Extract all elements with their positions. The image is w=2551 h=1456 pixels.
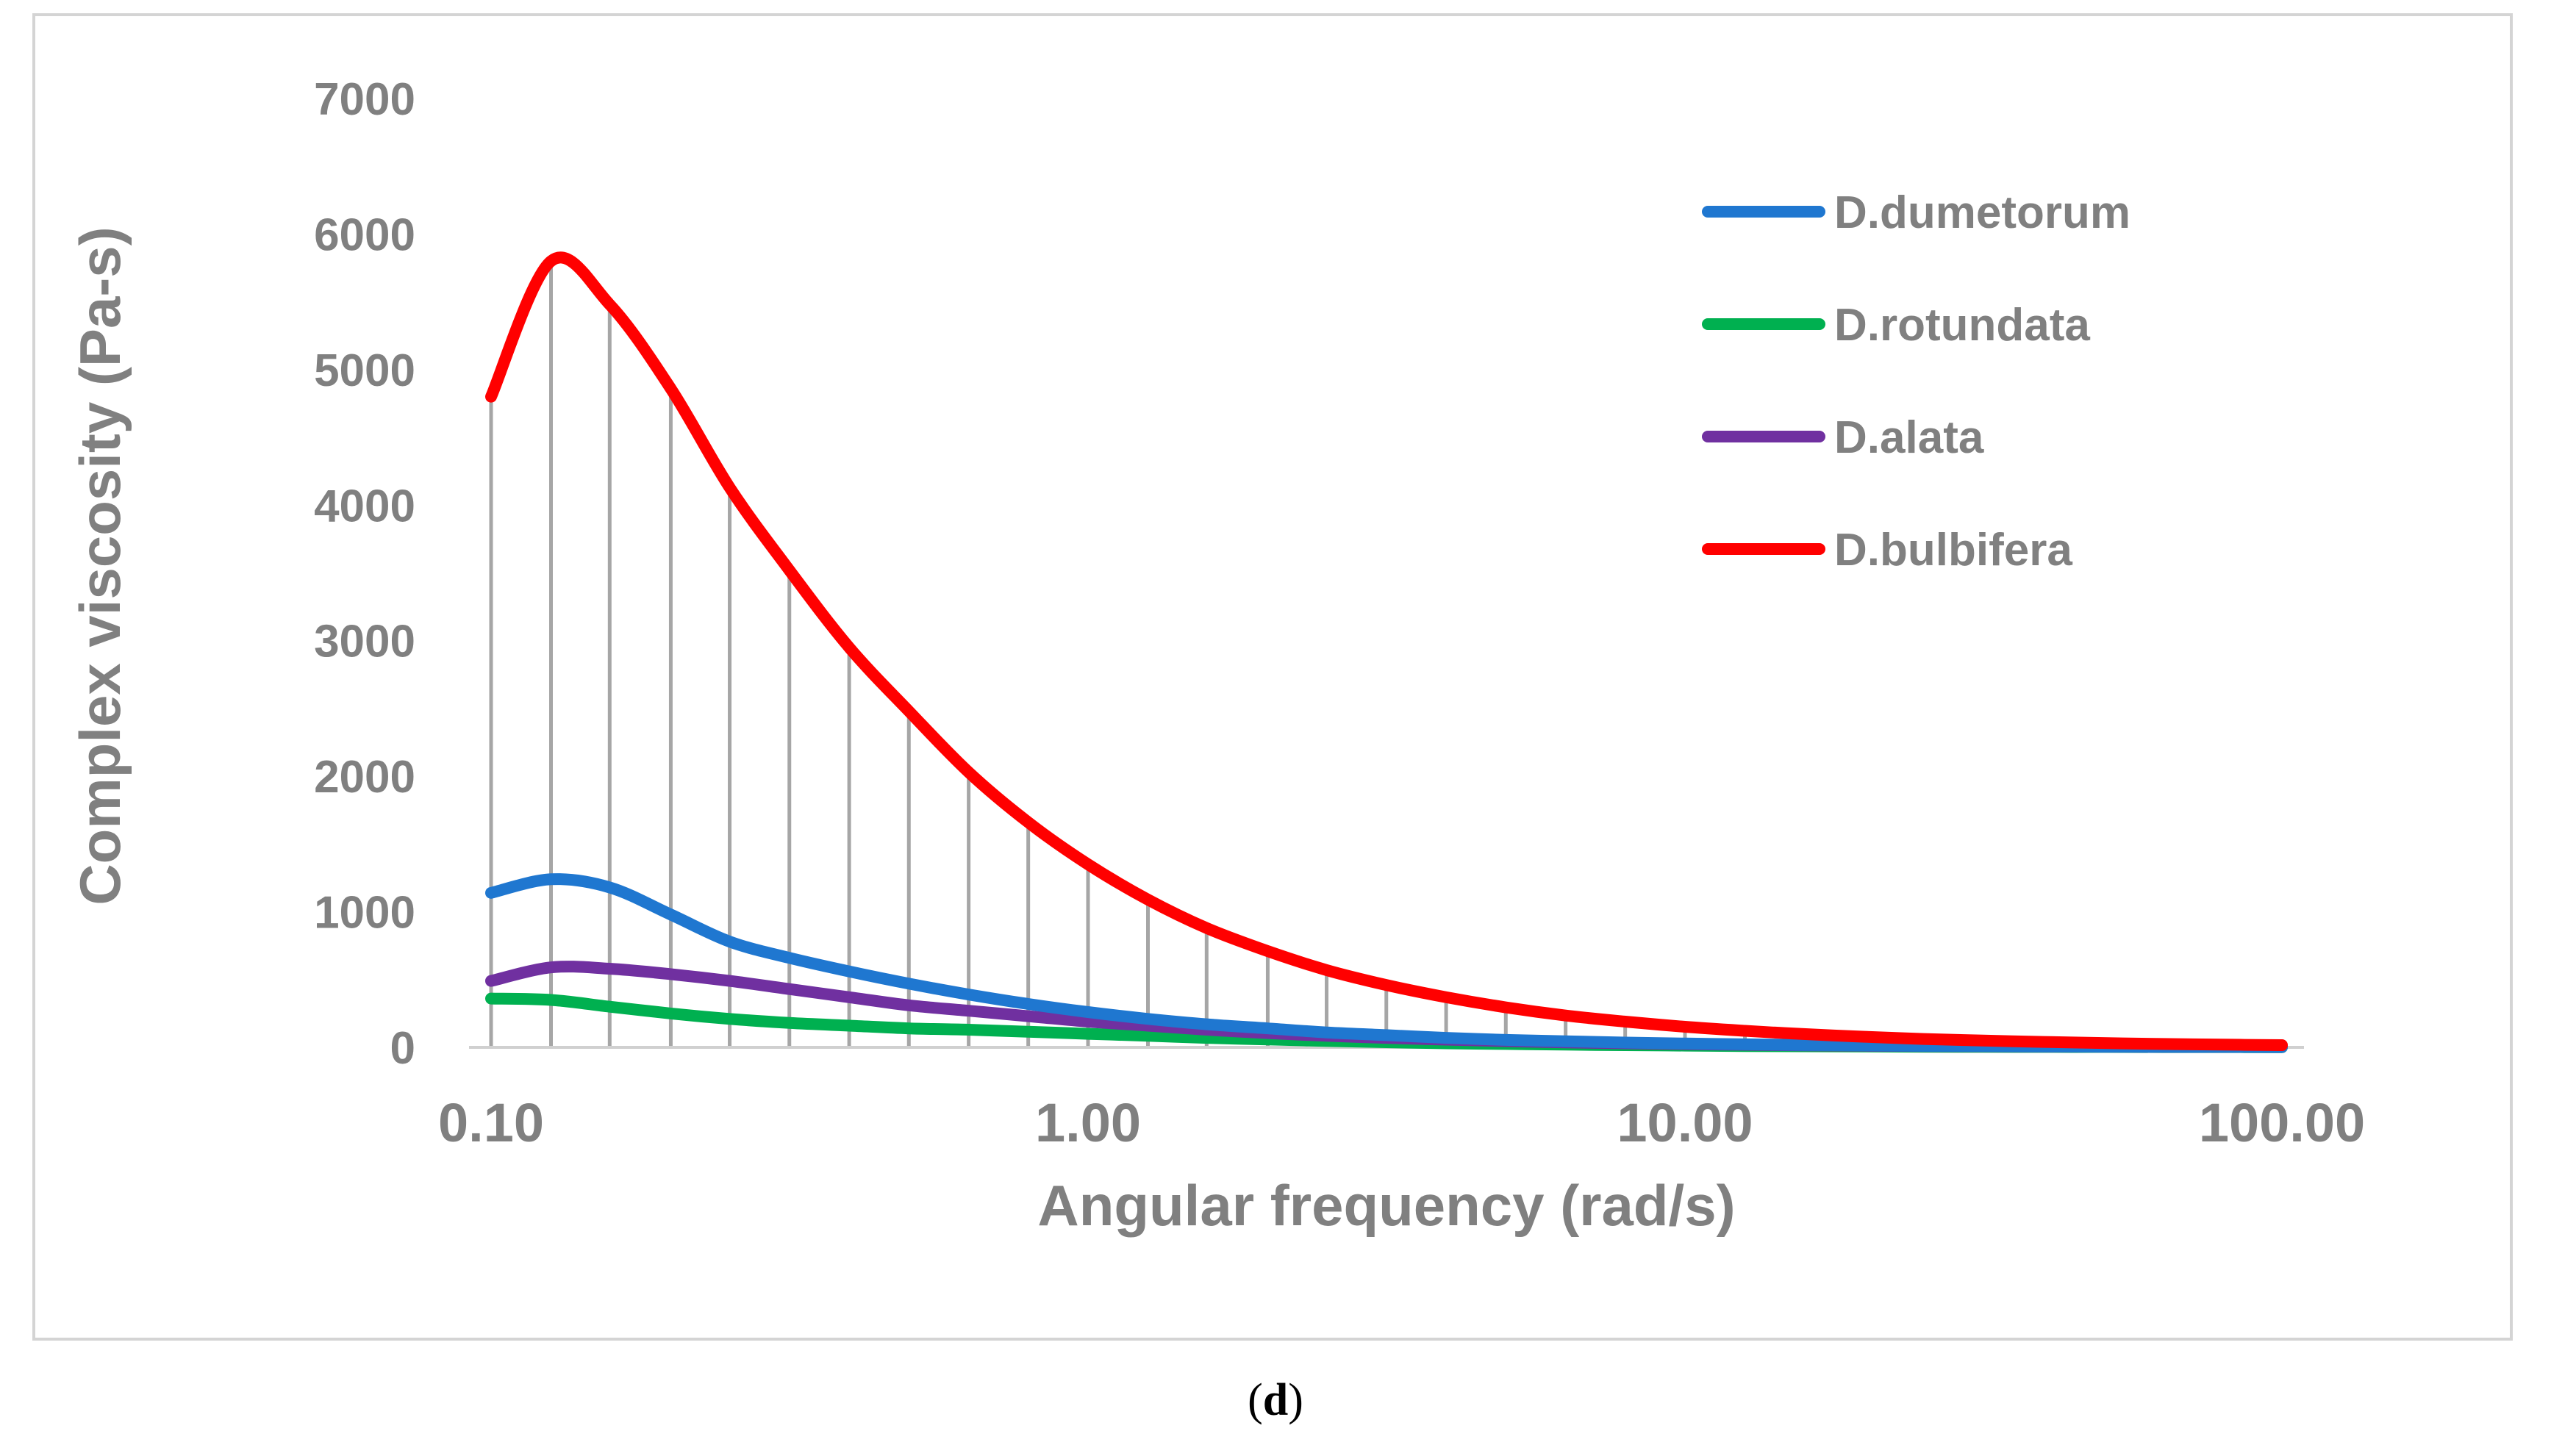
y-tick-label: 4000 bbox=[314, 481, 415, 531]
y-tick-label: 3000 bbox=[314, 617, 415, 667]
y-tick-labels: 0 1000 2000 3000 4000 5000 6000 7000 bbox=[314, 74, 415, 1074]
x-tick-labels: 0.10 1.00 10.00 100.00 bbox=[438, 1092, 2365, 1153]
panel-label-letter: d bbox=[1262, 1375, 1289, 1425]
panel-label-open: ( bbox=[1248, 1375, 1263, 1425]
y-tick-label: 0 bbox=[390, 1023, 415, 1074]
legend-label: D.alata bbox=[1834, 412, 1984, 463]
x-tick-label: 1.00 bbox=[1035, 1092, 1141, 1153]
legend-label: D.dumetorum bbox=[1834, 187, 2130, 238]
x-tick-label: 0.10 bbox=[438, 1092, 544, 1153]
legend-label: D.rotundata bbox=[1834, 300, 2090, 351]
y-axis-label: Complex viscosity (Pa-s) bbox=[68, 226, 132, 905]
panel-label: (d) bbox=[0, 1374, 2551, 1427]
y-tick-label: 6000 bbox=[314, 209, 415, 260]
x-axis-label: Angular frequency (rad/s) bbox=[1037, 1173, 1735, 1238]
legend-label: D.bulbifera bbox=[1834, 525, 2072, 575]
y-tick-label: 7000 bbox=[314, 74, 415, 125]
legend: D.dumetorum D.rotundata D.alata D.bulbifer… bbox=[1702, 187, 2130, 575]
drop-lines bbox=[489, 261, 2284, 1047]
y-tick-label: 2000 bbox=[314, 752, 415, 803]
x-tick-label: 10.00 bbox=[1617, 1092, 1753, 1153]
series-line-dbulbifera bbox=[485, 251, 2288, 1051]
chart-frame bbox=[32, 13, 2513, 1341]
x-tick-label: 100.00 bbox=[2199, 1092, 2365, 1153]
y-tick-label: 1000 bbox=[314, 888, 415, 939]
series-layer bbox=[485, 251, 2288, 1053]
y-tick-label: 5000 bbox=[314, 345, 415, 396]
panel-label-close: ) bbox=[1288, 1375, 1303, 1425]
